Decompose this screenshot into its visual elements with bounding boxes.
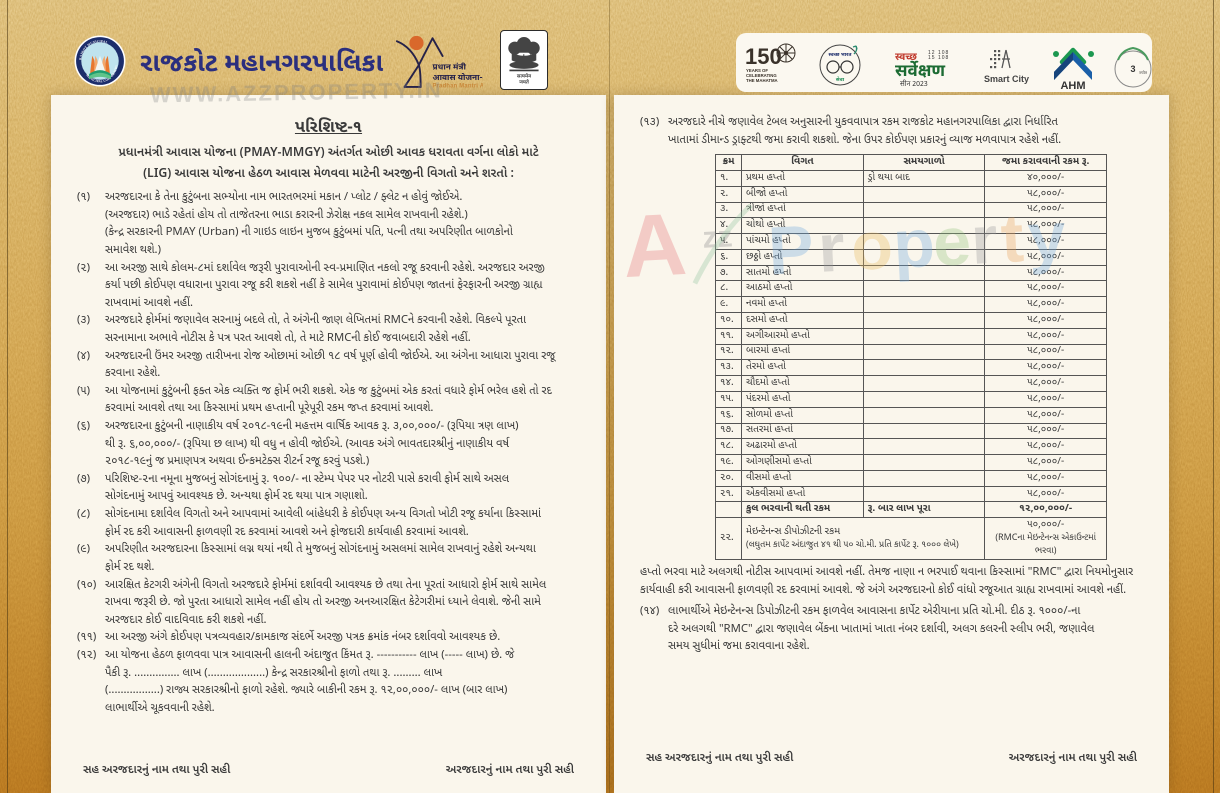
svg-text:Smart City: Smart City: [984, 74, 1029, 84]
svg-text:सीन 2023: सीन 2023: [900, 80, 928, 89]
svg-text:जयते: जयते: [519, 78, 530, 85]
svg-text:3: 3: [1130, 64, 1135, 74]
svg-text:150: 150: [745, 44, 782, 69]
svg-text:सत्यमेव: सत्यमेव: [517, 72, 531, 79]
svg-text:प्रधान मंत्री: प्रधान मंत्री: [433, 62, 467, 74]
svg-text:सेवा: सेवा: [836, 76, 845, 84]
svg-text:AHM: AHM: [1060, 80, 1085, 92]
svg-text:THE MAHATMA: THE MAHATMA: [746, 78, 778, 83]
svg-text:ज्योत: ज्योत: [1139, 70, 1148, 75]
svg-text:स्वच्छ भारत: स्वच्छ भारत: [829, 53, 853, 59]
